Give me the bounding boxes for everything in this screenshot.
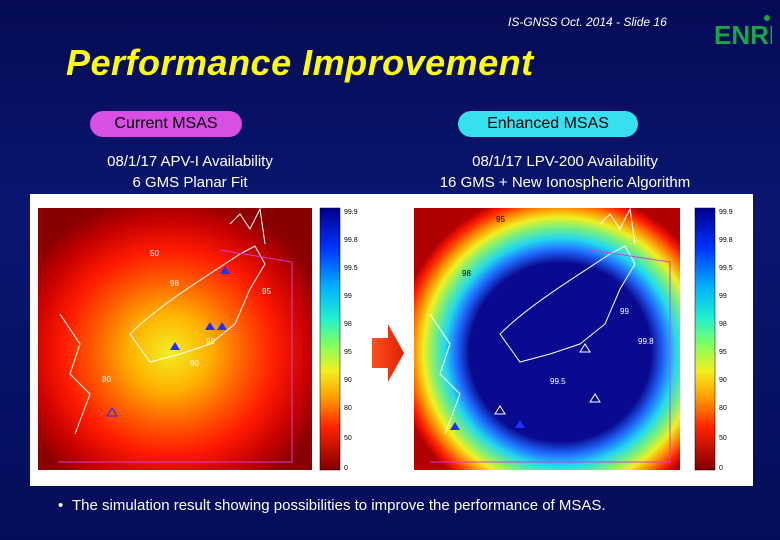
right-colorbar-scale — [694, 207, 716, 471]
left-gms-marker — [220, 266, 230, 274]
slide-title: Performance Improvement — [66, 42, 534, 83]
left-contour-label: 80 — [102, 375, 111, 384]
left-map-service-area — [58, 249, 293, 463]
left-colorbar-tick: 95 — [344, 349, 352, 356]
left-map: 50 80 90 95 98 99 — [38, 207, 312, 470]
right-map-coastline-west — [429, 313, 461, 435]
right-map-coastline-north — [599, 207, 636, 245]
enri-logo: ENRI — [714, 15, 772, 50]
availability-maps-figure: 50 80 90 95 98 99 99.9 99.8 99.5 99 98 9… — [38, 207, 733, 472]
right-caption: 08/1/17 LPV-200 Availability 16 GMS + Ne… — [395, 151, 735, 193]
right-colorbar-tick: 99.8 — [719, 237, 733, 244]
left-colorbar: 99.9 99.8 99.5 99 98 95 90 80 50 0 — [319, 207, 358, 472]
header-text: IS-GNSS Oct. 2014 - Slide 16 — [508, 15, 667, 29]
right-colorbar-tick: 98 — [719, 321, 727, 328]
enhanced-msas-pill: Enhanced MSAS — [458, 111, 638, 137]
right-gms-marker — [515, 420, 525, 428]
left-map-coastline-west — [59, 313, 91, 435]
right-caption-line2: 16 GMS + New Ionospheric Algorithm — [439, 174, 691, 191]
right-colorbar-tick: 99 — [719, 293, 727, 300]
right-colorbar-tick: 99.9 — [719, 209, 733, 216]
right-contour-label: 98 — [462, 269, 471, 278]
summary-bullet: • The simulation result showing possibili… — [58, 497, 758, 514]
left-colorbar-tick: 99 — [344, 293, 352, 300]
left-caption: 08/1/17 APV-I Availability 6 GMS Planar … — [40, 151, 340, 193]
left-contour-label: 95 — [262, 287, 271, 296]
right-caption-line1: 08/1/17 LPV-200 Availability — [472, 153, 658, 170]
availability-maps-panel: 50 80 90 95 98 99 99.9 99.8 99.5 99 98 9… — [30, 194, 753, 486]
left-gms-marker — [106, 407, 118, 417]
bullet-icon: • — [58, 497, 64, 514]
right-map: 95 98 99 99.5 99.8 — [414, 207, 680, 470]
left-caption-line2: 6 GMS Planar Fit — [132, 174, 248, 191]
current-msas-pill: Current MSAS — [90, 111, 242, 137]
left-colorbar-tick: 90 — [344, 377, 352, 384]
right-arrow-icon — [372, 324, 404, 382]
left-contour-label: 98 — [170, 279, 179, 288]
left-colorbar-tick: 99.5 — [344, 265, 358, 272]
left-colorbar-tick: 80 — [344, 405, 352, 412]
right-map-heat — [414, 208, 680, 470]
left-colorbar-tick: 50 — [344, 435, 352, 442]
right-colorbar-tick: 0 — [719, 465, 723, 472]
right-contour-label: 99 — [620, 307, 629, 316]
left-contour-label: 99 — [206, 337, 215, 346]
right-gms-marker — [579, 343, 591, 353]
left-gms-marker — [217, 322, 227, 330]
right-colorbar-tick: 99.5 — [719, 265, 733, 272]
right-map-service-area — [430, 249, 671, 463]
right-colorbar: 99.9 99.8 99.5 99 98 95 90 80 50 0 — [694, 207, 733, 472]
right-colorbar-tick: 50 — [719, 435, 727, 442]
right-colorbar-tick: 80 — [719, 405, 727, 412]
right-contour-label: 99.5 — [550, 377, 566, 386]
right-contour-label: 99.8 — [638, 337, 654, 346]
right-gms-marker — [494, 405, 506, 415]
left-contour-label: 90 — [190, 359, 199, 368]
left-contour-label: 50 — [150, 249, 159, 258]
right-gms-marker — [450, 422, 460, 430]
left-caption-line1: 08/1/17 APV-I Availability — [107, 153, 273, 170]
left-map-coastline-north — [229, 207, 266, 245]
right-contour-label: 95 — [496, 215, 505, 224]
left-gms-marker — [205, 322, 215, 330]
logo-text: ENRI — [714, 20, 772, 50]
left-gms-marker — [170, 342, 180, 350]
right-colorbar-tick: 90 — [719, 377, 727, 384]
right-colorbar-tick: 95 — [719, 349, 727, 356]
summary-text: The simulation result showing possibilit… — [72, 497, 606, 514]
left-colorbar-scale — [319, 207, 341, 471]
left-colorbar-tick: 0 — [344, 465, 348, 472]
left-colorbar-tick: 99.9 — [344, 209, 358, 216]
right-gms-marker — [589, 393, 601, 403]
left-map-heat — [38, 208, 312, 470]
right-map-coastline — [499, 245, 636, 363]
left-colorbar-tick: 98 — [344, 321, 352, 328]
left-map-coastline — [129, 245, 266, 363]
left-colorbar-tick: 99.8 — [344, 237, 358, 244]
